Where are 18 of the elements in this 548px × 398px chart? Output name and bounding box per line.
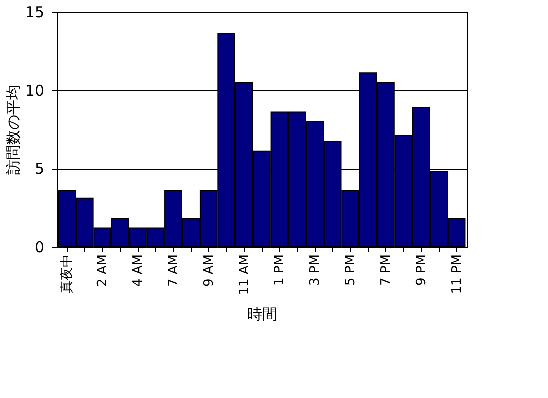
x-tick-label: 11 AM xyxy=(237,254,252,296)
x-tick-label: 9 AM xyxy=(202,254,217,288)
y-tick-label: 15 xyxy=(25,4,44,22)
x-tick-label: 2 AM xyxy=(96,254,111,288)
y-tick-label: 5 xyxy=(34,160,44,178)
x-axis-title: 時間 xyxy=(248,305,278,324)
x-tick-label: 7 PM xyxy=(378,254,394,286)
x-tick-label: 4 AM xyxy=(131,254,146,288)
x-tick-label: 11 PM xyxy=(450,254,465,294)
x-tick-label: 3 PM xyxy=(308,254,324,286)
x-tick-label: 真夜中 xyxy=(59,254,76,294)
y-tick-label: 0 xyxy=(34,238,44,256)
x-tick-label: 7 AM xyxy=(166,254,182,288)
y-tick-label: 10 xyxy=(25,82,44,100)
x-tick-label: 9 PM xyxy=(414,254,430,286)
x-tick-label: 5 PM xyxy=(344,254,359,286)
x-tick-label: 1 PM xyxy=(272,254,288,286)
y-axis-title: 訪問数の平均 xyxy=(4,85,22,175)
